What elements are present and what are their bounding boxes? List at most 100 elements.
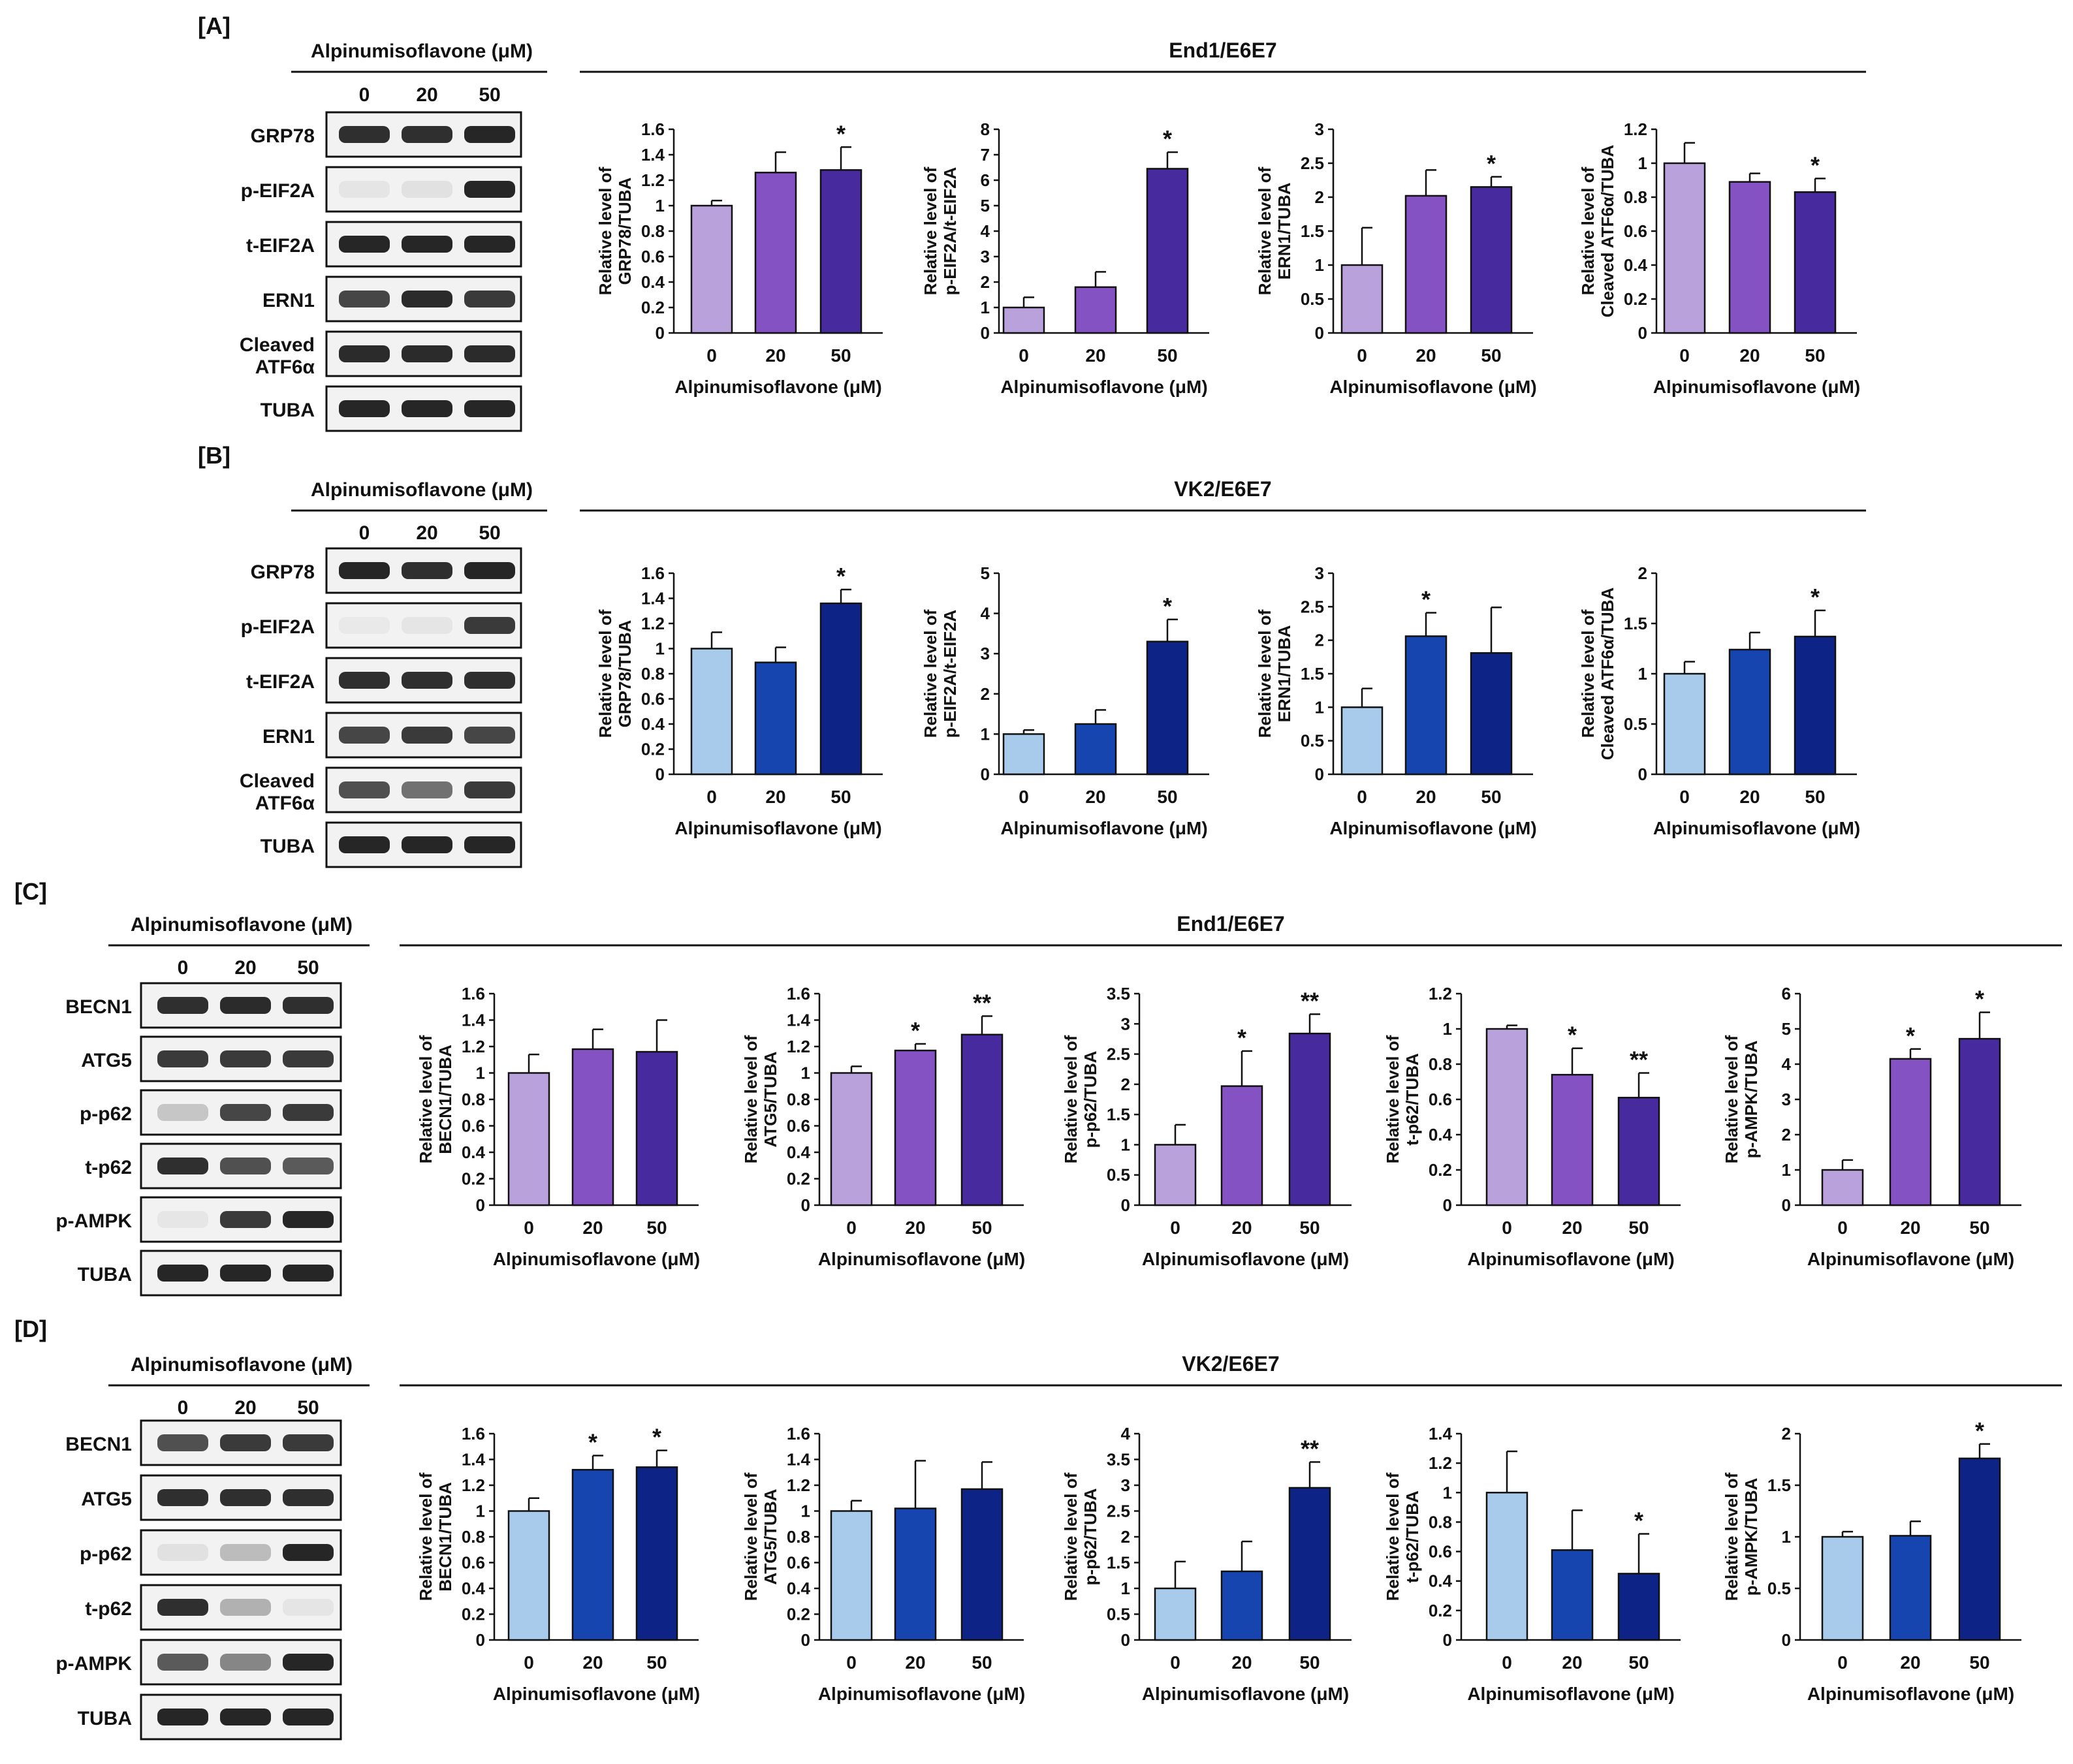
y-axis-label-line: Relative level of	[1383, 1472, 1402, 1601]
y-tick-label: 0.5	[1301, 289, 1324, 309]
y-tick-label: 2	[981, 272, 990, 292]
y-tick-label: 0.4	[641, 272, 665, 292]
x-tick-label: 20	[1562, 1652, 1582, 1673]
bar-50	[1794, 191, 1837, 334]
blot-row-label: ATG5	[81, 1488, 132, 1510]
y-tick-label: 0.8	[641, 664, 665, 684]
bar-50	[819, 169, 862, 334]
y-tick-label: 1.2	[1624, 119, 1647, 139]
y-tick-label: 1.4	[787, 1011, 811, 1030]
x-tick-label: 0	[524, 1652, 534, 1673]
blot-band	[339, 562, 390, 579]
blot-row-label: TUBA	[261, 400, 315, 421]
x-tick-label: 20	[582, 1218, 603, 1238]
blot-band	[464, 781, 515, 798]
blot-band	[283, 1265, 334, 1282]
y-tick-label: 3	[1315, 563, 1324, 583]
blot-band	[464, 727, 515, 744]
bar-20	[571, 1469, 614, 1641]
bar-chart: 0 0.5 1 1.5 2 2.5 3 3.5 4 0 20 ** 50 Alpinumisoflavon…	[1061, 1424, 1352, 1704]
y-tick-label: 1	[1121, 1135, 1130, 1154]
x-tick-label: 20	[1900, 1218, 1920, 1238]
x-tick-label: 50	[972, 1652, 992, 1673]
y-tick-label: 1.4	[641, 589, 665, 608]
bar-chart: 0 0.2 0.4 0.6 0.8 1 1.2 0 * 20 ** 50 Alpinumisoflavo…	[1383, 984, 1681, 1269]
x-axis-label: Alpinumisoflavone (μM)	[1142, 1249, 1349, 1269]
x-axis-label: Alpinumisoflavone (μM)	[1807, 1684, 2014, 1704]
blot-band	[283, 1599, 334, 1616]
y-axis-label-line: Relative level of	[1255, 609, 1274, 738]
bar-50	[635, 1466, 678, 1641]
y-tick-label: 1.6	[787, 1424, 810, 1443]
bar-20	[1404, 195, 1448, 334]
blot-band	[283, 1544, 334, 1561]
significance-label: *	[1975, 986, 1984, 1013]
y-axis-label: Relative level ofp-p62/TUBA	[1061, 1472, 1100, 1601]
blot-band	[339, 400, 390, 417]
blot-band	[402, 781, 452, 798]
y-tick-label: 0.6	[1624, 221, 1647, 241]
y-tick-label: 8	[981, 119, 990, 139]
y-tick-label: 0.2	[641, 298, 665, 317]
bar-0	[1154, 1144, 1197, 1206]
y-tick-label: 0.4	[641, 714, 665, 734]
y-axis-label: Relative level ofp-EIF2A/t-EIF2A	[921, 166, 960, 295]
y-tick-label: 0.6	[787, 1116, 810, 1136]
y-tick-label: 0	[981, 764, 990, 784]
bar-50	[1470, 186, 1513, 334]
y-tick-label: 0	[656, 323, 665, 343]
y-tick-label: 1.4	[787, 1450, 811, 1470]
y-axis-label: Relative level ofGRP78/TUBA	[595, 609, 635, 738]
y-axis-label-line: Relative level of	[1722, 1472, 1741, 1601]
x-tick-label: 20	[765, 787, 785, 807]
significance-label: **	[1301, 1435, 1319, 1462]
blot-row-label: p-AMPK	[55, 1653, 132, 1675]
y-tick-label: 0.2	[641, 740, 665, 759]
y-tick-label: 6	[1782, 984, 1791, 1003]
y-tick-label: 0.6	[641, 247, 665, 266]
bar-chart: 0 0.2 0.4 0.6 0.8 1 1.2 1.4 1.6 0 * 20 * 50 Alpinumiso…	[416, 1424, 700, 1704]
blot-band	[283, 1434, 334, 1451]
y-tick-label: 1.2	[1429, 984, 1452, 1003]
y-tick-label: 1	[1315, 697, 1324, 717]
y-tick-label: 1.2	[641, 614, 665, 633]
y-tick-label: 1.5	[1107, 1553, 1130, 1573]
y-axis-label: Relative level ofGRP78/TUBA	[595, 166, 635, 295]
bar-chart: 0 0.5 1 1.5 2 2.5 3 0 * 20 50 Alpinumisoflavone (μM…	[1255, 563, 1537, 838]
blot-band	[220, 1050, 271, 1067]
x-tick-label: 0	[846, 1218, 857, 1238]
blot-band	[157, 1599, 208, 1616]
blot-row-label: GRP78	[251, 561, 315, 583]
y-tick-label: 0	[1638, 764, 1647, 784]
bar-0	[1663, 672, 1706, 776]
y-tick-label: 1.4	[1429, 1424, 1453, 1443]
blot-row-label: p-EIF2A	[241, 616, 315, 638]
y-tick-label: 0.5	[1107, 1605, 1130, 1624]
y-axis-label-line: Relative level of	[1061, 1035, 1081, 1163]
panel-d: [D]Alpinumisoflavone (μM)0 20 50VK2/E6E7BE…	[14, 1315, 2062, 1740]
y-tick-label: 1	[476, 1063, 485, 1083]
bar-50	[1146, 168, 1189, 334]
y-tick-label: 0.4	[462, 1142, 486, 1162]
blot-band	[220, 1158, 271, 1174]
x-tick-label: 50	[1157, 787, 1177, 807]
y-axis-label: Relative level ofERN1/TUBA	[1255, 166, 1294, 295]
bar-50	[1470, 652, 1513, 776]
y-axis-label-line: Relative level of	[921, 166, 940, 295]
blot-band	[339, 617, 390, 634]
y-axis-label-line: p-AMPK/TUBA	[1741, 1478, 1761, 1596]
bar-20	[1889, 1058, 1932, 1206]
blot-band	[157, 1489, 208, 1506]
y-axis-label-line: Relative level of	[921, 609, 940, 738]
x-tick-label: 50	[1805, 787, 1825, 807]
blot-row-label: p-p62	[80, 1103, 132, 1125]
blot-band	[283, 1158, 334, 1174]
y-tick-label: 0.4	[1624, 255, 1648, 275]
lane-label: 20	[234, 1397, 256, 1419]
significance-label: *	[1568, 1022, 1577, 1048]
y-tick-label: 2.5	[1301, 597, 1324, 616]
bar-chart: 0 0.2 0.4 0.6 0.8 1 1.2 1.4 1.6 0 20 * 50 Alpinumisof…	[595, 119, 883, 397]
x-tick-label: 50	[1969, 1218, 1989, 1238]
x-tick-label: 20	[1416, 345, 1436, 366]
x-tick-label: 0	[1502, 1218, 1512, 1238]
